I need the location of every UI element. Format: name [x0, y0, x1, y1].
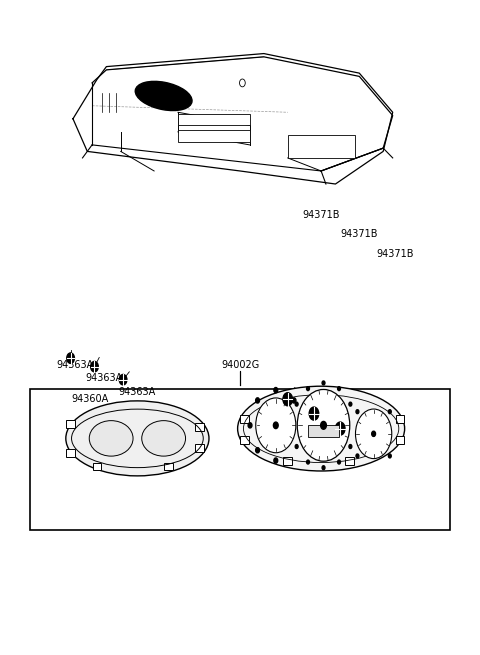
Ellipse shape	[66, 401, 209, 476]
Circle shape	[274, 422, 278, 428]
Circle shape	[388, 454, 391, 458]
Circle shape	[349, 402, 352, 406]
Bar	[240, 415, 249, 422]
Circle shape	[256, 398, 296, 453]
Text: 94363A: 94363A	[57, 360, 94, 370]
Circle shape	[248, 422, 252, 428]
Circle shape	[336, 422, 345, 435]
Circle shape	[295, 445, 298, 449]
Text: 94371B: 94371B	[302, 210, 339, 220]
Circle shape	[307, 460, 310, 464]
Bar	[66, 449, 75, 457]
Text: 94363A: 94363A	[85, 373, 122, 383]
Bar	[178, 113, 250, 125]
Circle shape	[274, 388, 278, 393]
Circle shape	[321, 421, 326, 429]
Circle shape	[322, 466, 325, 470]
Text: 94371B: 94371B	[340, 229, 378, 240]
Circle shape	[256, 447, 260, 453]
Text: 94360A: 94360A	[71, 394, 108, 404]
Circle shape	[356, 454, 359, 458]
Circle shape	[372, 431, 375, 436]
FancyBboxPatch shape	[30, 390, 450, 530]
Circle shape	[295, 402, 298, 406]
Circle shape	[337, 460, 340, 464]
Bar	[66, 420, 75, 428]
Ellipse shape	[135, 81, 192, 111]
Circle shape	[309, 407, 319, 420]
Circle shape	[349, 445, 352, 449]
Circle shape	[292, 398, 296, 403]
Ellipse shape	[142, 421, 186, 456]
Text: 94002G: 94002G	[221, 360, 259, 370]
Ellipse shape	[89, 421, 133, 456]
Circle shape	[356, 409, 392, 458]
Text: 94371B: 94371B	[376, 249, 413, 259]
Bar	[288, 135, 355, 158]
Circle shape	[337, 386, 340, 390]
Bar	[195, 422, 204, 430]
Bar	[93, 462, 101, 470]
Circle shape	[67, 353, 74, 364]
Bar	[178, 130, 250, 141]
Ellipse shape	[238, 386, 405, 471]
Circle shape	[91, 362, 98, 372]
Circle shape	[322, 381, 325, 385]
Bar	[240, 436, 249, 443]
Bar	[308, 425, 339, 437]
Bar	[396, 415, 404, 422]
Circle shape	[283, 393, 292, 405]
Bar	[195, 444, 204, 452]
Bar	[164, 462, 173, 470]
Circle shape	[119, 375, 127, 385]
Circle shape	[356, 410, 359, 413]
Circle shape	[256, 398, 260, 403]
Bar	[346, 457, 354, 465]
Circle shape	[274, 458, 278, 463]
Circle shape	[307, 386, 310, 390]
Bar	[396, 436, 404, 443]
Bar	[283, 457, 292, 465]
Circle shape	[388, 410, 391, 413]
Circle shape	[297, 390, 350, 461]
Text: 94363A: 94363A	[119, 387, 156, 398]
